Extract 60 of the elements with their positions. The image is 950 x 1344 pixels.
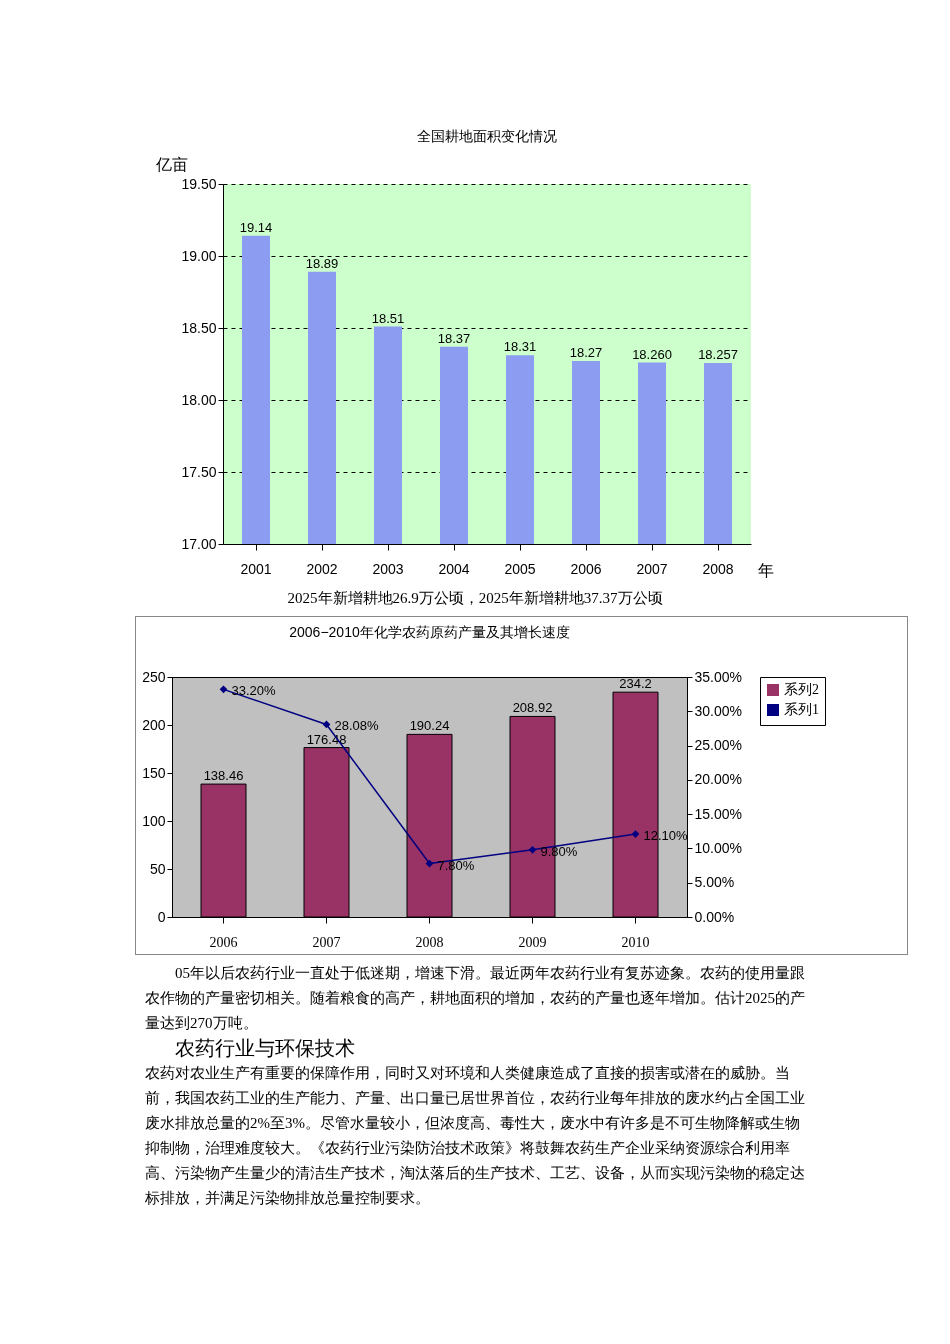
x-tick-label: 2008 [702,560,734,577]
point [528,845,537,854]
data-label: 28.08% [334,718,380,734]
x-tick-label: 2005 [504,560,536,577]
x-tick-label: 2003 [372,560,404,577]
y-tick-label: 250 [142,668,166,685]
y-tick-label: 100 [142,812,166,829]
y2-tick-label: 15.00% [694,805,742,822]
y-axis-title: 亿亩 [154,155,188,173]
y-tick-label: 18.50 [181,319,217,336]
data-label: 18.257 [698,346,738,362]
data-label: 138.46 [203,768,244,784]
chart-title: 全国耕地面积变化情况 [417,128,557,144]
y-tick-label: 19.50 [181,175,217,192]
y-tick-label: 18.00 [181,391,217,408]
data-label: 18.89 [305,255,339,271]
chart-title: 2006−2010年化学农药原药产量及其增长速度 [289,624,570,640]
x-tick-label: 2006 [570,560,602,577]
y-tick-label: 200 [142,716,166,733]
y2-tick-label: 5.00% [694,874,735,891]
x-tick-label: 2004 [438,560,470,577]
x-tick-label: 2010 [621,934,650,950]
text: 2025年新增耕地26.9万公顷，2025年新增耕地37.37万公顷 [286,589,664,608]
x-tick-label: 2008 [415,934,444,950]
y-tick-label: 150 [142,764,166,781]
point [219,685,228,694]
legend-label: 系列1 [784,702,819,717]
data-label: 18.51 [371,310,405,326]
data-label: 18.31 [503,339,537,355]
data-label: 18.27 [569,345,603,361]
x-tick-label: 2001 [240,560,272,577]
x-axis-title: 年 [757,561,774,579]
point [631,830,640,838]
data-label: 18.37 [437,330,471,346]
y2-tick-label: 30.00% [694,702,742,719]
text: 农药对农业生产有重要的保障作用，同时又对环境和人类健康造成了直接的损害或潜在的威胁。当前，我国农药工业的生产能力、产量、出口量已居世界首位，农药行业每年排放的废水约占全国工业废水排放总量的2%至3%。尽管水量较小，但浓度高、毒性大，废水中有许多是不可生物降解或生物抑制物，治理难度较大。《农药行业污染防治技术政策》将鼓舞农药生产企业采纳资源综合利用率高、污染物产生量少的清洁生产技术，淘汰落后的生产技术、工艺、设备，从而实现污染物的稳定达标排放，并满足污染物排放总量控制要求。 [145,1064,806,1208]
data-label: 234.2 [619,676,652,692]
x-tick-label: 2007 [312,934,341,950]
x-tick-label: 2002 [306,560,338,577]
y2-tick-label: 25.00% [694,737,742,754]
text: 农药行业与环保技术 [174,1036,356,1061]
legend-label: 系列2 [784,682,819,697]
data-label: 19.14 [239,219,273,235]
data-label: 18.260 [632,346,672,362]
x-tick-label: 2009 [518,934,547,950]
x-tick-label: 2006 [209,934,238,950]
data-label: 190.24 [409,718,450,734]
y-tick-label: 19.00 [181,247,217,264]
y2-tick-label: 0.00% [694,908,735,925]
y2-tick-label: 20.00% [694,771,742,788]
y2-tick-label: 35.00% [694,668,742,685]
y2-tick-label: 10.00% [694,839,742,856]
y-tick-label: 0 [157,908,166,925]
y-tick-label: 17.50 [181,463,217,480]
y-tick-label: 50 [149,860,166,877]
data-label: 33.20% [231,683,277,699]
x-tick-label: 2007 [636,560,668,577]
text: 05年以后农药行业一直处于低迷期，增速下滑。最近两年农药行业有复苏迹象。农药的使用量跟农作物的产量密切相关。随着粮食的高产，耕地面积的增加，农药的产量也逐年增加。估计2025的产量达到270万吨。 [145,964,806,1033]
y-tick-label: 17.00 [181,535,217,552]
data-label: 208.92 [512,700,553,716]
